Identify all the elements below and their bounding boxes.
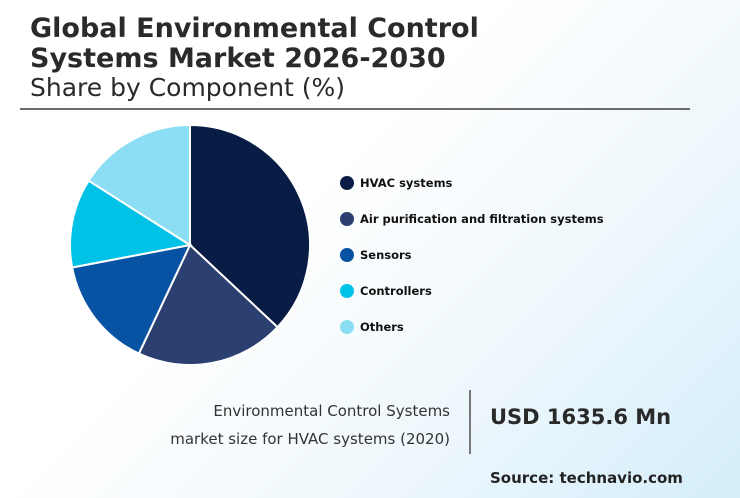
pie-slice-others xyxy=(87,123,191,247)
legend-swatch xyxy=(340,320,354,334)
market-size-caption-line-1: Environmental Control Systems xyxy=(213,402,450,420)
pie-slice-hvac-systems xyxy=(189,123,312,329)
source-credit: Source: technavio.com xyxy=(490,469,683,487)
legend-item-controllers: Controllers xyxy=(340,282,604,300)
chart-subtitle: Share by Component (%) xyxy=(30,73,346,102)
pie-slice-air-purification-and-filtration-systems xyxy=(137,243,279,367)
pie-slice-controllers xyxy=(69,179,193,269)
market-divider xyxy=(469,390,471,454)
legend-item-air-purification-and-filtration-systems: Air purification and filtration systems xyxy=(340,210,604,228)
legend-label: Air purification and filtration systems xyxy=(360,212,604,226)
chart-title: Global Environmental Control Systems Mar… xyxy=(30,14,479,74)
legend-item-sensors: Sensors xyxy=(340,246,604,264)
legend-label: HVAC systems xyxy=(360,176,453,190)
legend-label: Sensors xyxy=(360,248,412,262)
chart-title-line-1: Global Environmental Control xyxy=(30,13,479,44)
legend-item-others: Others xyxy=(340,318,604,336)
legend-item-hvac-systems: HVAC systems xyxy=(340,174,604,192)
chart-title-line-2: Systems Market 2026-2030 xyxy=(30,43,446,74)
legend-swatch xyxy=(340,284,354,298)
pie-chart xyxy=(69,123,312,367)
legend-swatch xyxy=(340,212,354,226)
market-size-value: USD 1635.6 Mn xyxy=(490,405,672,429)
market-size-caption: Environmental Control Systems market siz… xyxy=(130,397,450,453)
legend-swatch xyxy=(340,176,354,190)
legend-label: Controllers xyxy=(360,284,432,298)
legend-label: Others xyxy=(360,320,404,334)
title-divider xyxy=(20,108,690,110)
market-size-caption-line-2: market size for HVAC systems (2020) xyxy=(170,430,450,448)
chart-legend: HVAC systems Air purification and filtrat… xyxy=(340,174,604,354)
legend-swatch xyxy=(340,248,354,262)
pie-slice-sensors xyxy=(70,243,192,355)
